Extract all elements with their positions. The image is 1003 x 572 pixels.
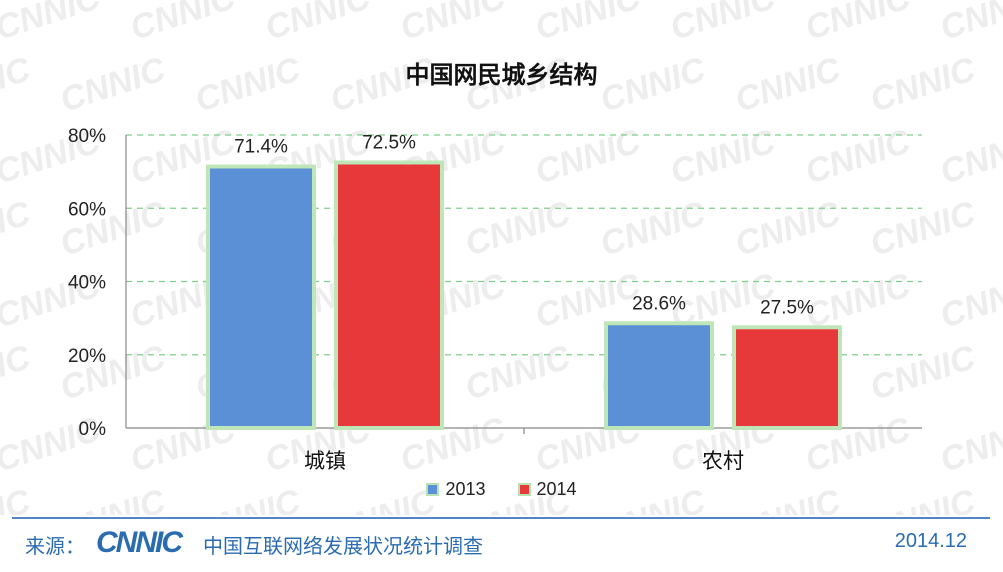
watermark-text-26: CNNIC (1001, 50, 1003, 120)
y-tick-label-2: 40% (68, 273, 106, 294)
bar-0-0 (206, 164, 316, 430)
legend-swatch-2014 (517, 483, 531, 496)
y-tick-label-0: 0% (79, 419, 107, 440)
legend-item-2013: 2013 (426, 479, 486, 500)
legend-label-2013: 2013 (445, 479, 486, 499)
svg-text:CNNIC: CNNIC (96, 527, 184, 557)
data-label-0-0: 71.4% (234, 136, 288, 157)
report-date: 2014.12 (894, 530, 967, 552)
chart-title: 中国网民城乡结构 (405, 61, 598, 89)
category-label-1: 农村 (702, 449, 744, 473)
legend: 2013 2014 (0, 479, 1003, 500)
footer-divider (12, 517, 990, 519)
category-label-0: 城镇 (304, 449, 346, 473)
y-tick-label-4: 80% (68, 126, 106, 147)
bar-chart: 0% 20% 40% 60% 80% 71.4% 72.5% 城镇 28.6% 27.5% 农村 (68, 126, 922, 473)
bar-1-1 (732, 325, 842, 430)
y-tick-label-3: 60% (68, 199, 106, 220)
survey-name: 中国互联网络发展状况统计调查 (203, 534, 483, 558)
watermark-text-62: CNNIC (1001, 338, 1003, 408)
data-label-0-1: 72.5% (362, 132, 416, 153)
cnnic-logo: CNNIC (96, 527, 186, 557)
legend-label-2014: 2014 (536, 479, 577, 499)
data-label-1-1: 27.5% (760, 297, 814, 318)
bar-0-1 (334, 160, 444, 430)
legend-item-2014: 2014 (517, 479, 577, 500)
bar-1-0 (604, 321, 714, 430)
footer: 来源： CNNIC 中国互联网络发展状况统计调查 2014.12 (0, 524, 1003, 564)
data-label-1-0: 28.6% (632, 293, 686, 314)
legend-swatch-2013 (426, 483, 440, 496)
source-label: 来源： (25, 534, 85, 558)
y-tick-label-1: 20% (68, 346, 106, 367)
watermark-text-44: CNNIC (1001, 194, 1003, 264)
